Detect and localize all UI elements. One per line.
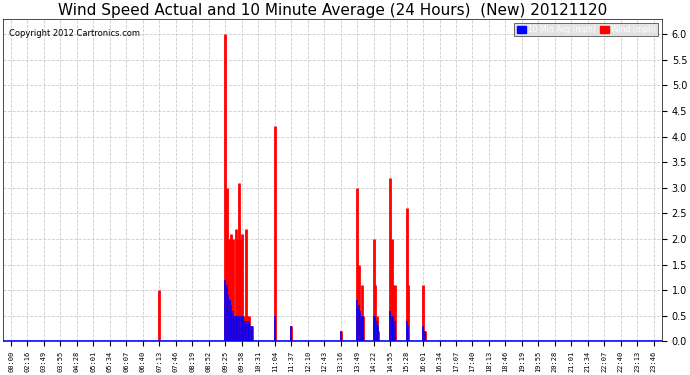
Title: Wind Speed Actual and 10 Minute Average (24 Hours)  (New) 20121120: Wind Speed Actual and 10 Minute Average …: [58, 3, 607, 18]
Text: Copyright 2012 Cartronics.com: Copyright 2012 Cartronics.com: [10, 28, 140, 38]
Legend: 10 Min Avg (mph), Wind (mph): 10 Min Avg (mph), Wind (mph): [514, 23, 658, 36]
